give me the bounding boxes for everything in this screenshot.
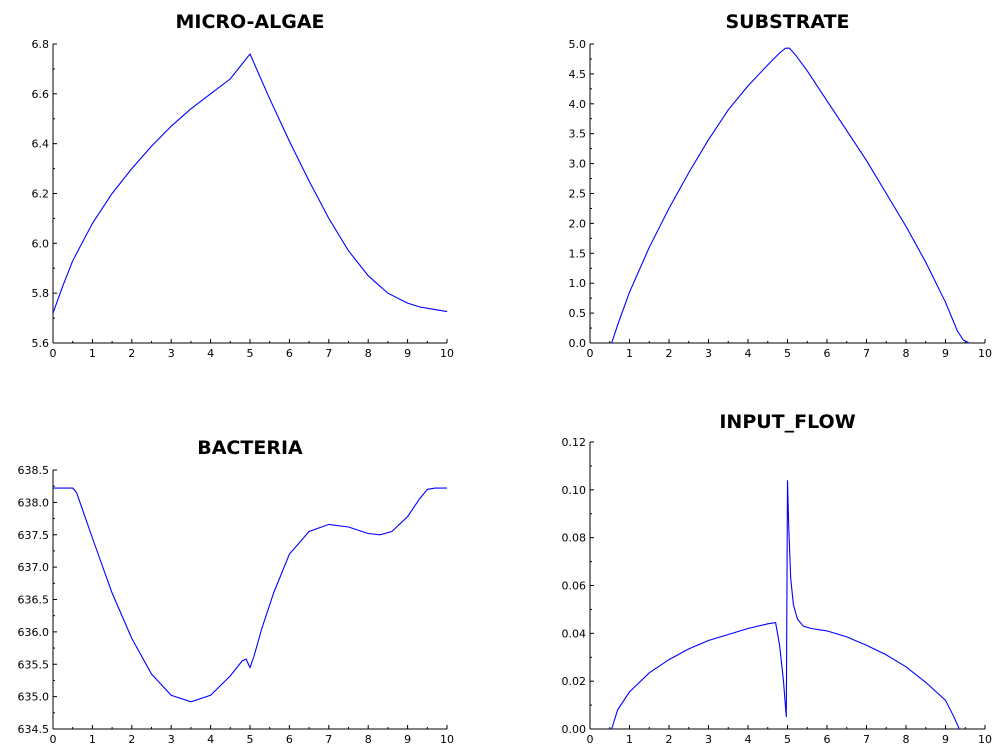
x-tick-label: 4: [745, 733, 752, 746]
y-tick-label: 5.8: [32, 287, 50, 300]
chart-substrate: SUBSTRATE 0 1 2 3 4 5 6 7 8 9 10 0.0 0.5 1.0 1.5 2.0 2.5 3…: [569, 11, 993, 360]
x-tick-label: 0: [587, 347, 594, 360]
y-tick-label: 5.6: [32, 337, 50, 350]
x-tick-label: 5: [247, 347, 254, 360]
y-tick-label: 636.5: [18, 594, 50, 607]
y-tick-label: 4.0: [569, 98, 587, 111]
y-tick-label: 3.5: [569, 128, 587, 141]
x-tick-label: 0: [587, 733, 594, 746]
y-tick-label: 636.0: [18, 626, 50, 639]
x-tick-label: 0: [50, 347, 57, 360]
x-tick-label: 6: [286, 733, 293, 746]
x-tick-label: 6: [286, 347, 293, 360]
x-tick-label: 7: [325, 347, 332, 360]
y-tick-label: 0.10: [562, 484, 587, 497]
y-tick-label: 6.2: [32, 188, 50, 201]
x-tick-label: 1: [89, 733, 96, 746]
series-line: [53, 487, 447, 703]
x-tick-label: 9: [942, 733, 949, 746]
x-tick-label: 3: [705, 733, 712, 746]
y-tick-label: 0.12: [562, 436, 587, 449]
series-line: [611, 47, 970, 344]
y-tick-label: 6.8: [32, 38, 50, 51]
x-tick-label: 10: [440, 347, 454, 360]
x-tick-label: 9: [404, 347, 411, 360]
x-tick-label: 1: [626, 733, 633, 746]
x-tick-label: 9: [404, 733, 411, 746]
x-tick-label: 6: [824, 347, 831, 360]
chart-title: BACTERIA: [197, 437, 303, 459]
y-tick-label: 3.0: [569, 158, 587, 171]
x-tick-label: 8: [365, 733, 372, 746]
x-tick-label: 7: [863, 347, 870, 360]
x-tick-label: 4: [207, 733, 214, 746]
x-tick-label: 3: [168, 733, 175, 746]
x-tick-label: 7: [863, 733, 870, 746]
x-tick-label: 8: [365, 347, 372, 360]
y-tick-label: 2.0: [569, 217, 587, 230]
x-tick-label: 2: [128, 733, 135, 746]
x-tick-label: 8: [903, 733, 910, 746]
chart-title: INPUT_FLOW: [719, 411, 855, 433]
x-tick-label: 2: [666, 733, 673, 746]
x-tick-label: 4: [745, 347, 752, 360]
y-tick-label: 0.00: [562, 723, 587, 736]
y-tick-label: 638.5: [18, 464, 50, 477]
x-tick-label: 6: [824, 733, 831, 746]
x-tick-label: 3: [705, 347, 712, 360]
y-tick-label: 0.02: [562, 675, 587, 688]
y-tick-label: 0.5: [569, 307, 587, 320]
x-tick-label: 10: [440, 733, 454, 746]
x-tick-label: 10: [978, 733, 992, 746]
y-tick-label: 5.0: [569, 38, 587, 51]
series-line: [611, 480, 960, 730]
y-tick-label: 0.06: [562, 580, 587, 593]
chart-micro-algae: MICRO-ALGAE 0 1 2 3 4 5 6 7 8 9 10 5.6 5.8 6.0 6.2 6.4 6.…: [32, 11, 455, 360]
x-tick-label: 9: [942, 347, 949, 360]
chart-title: MICRO-ALGAE: [175, 11, 324, 33]
x-tick-label: 1: [626, 347, 633, 360]
x-tick-label: 3: [168, 347, 175, 360]
y-tick-label: 638.0: [18, 496, 50, 509]
y-tick-label: 637.5: [18, 529, 50, 542]
y-tick-label: 1.5: [569, 247, 587, 260]
y-tick-label: 6.4: [32, 138, 50, 151]
y-tick-label: 2.5: [569, 188, 587, 201]
y-tick-label: 637.0: [18, 561, 50, 574]
x-tick-label: 2: [666, 347, 673, 360]
y-tick-label: 635.5: [18, 658, 50, 671]
x-tick-label: 1: [89, 347, 96, 360]
x-tick-label: 4: [207, 347, 214, 360]
y-tick-label: 6.6: [32, 88, 50, 101]
y-tick-label: 0.08: [562, 532, 587, 545]
x-tick-label: 0: [50, 733, 57, 746]
x-tick-label: 5: [784, 733, 791, 746]
x-tick-label: 2: [128, 347, 135, 360]
chart-bacteria: BACTERIA 0 1 2 3 4 5 6 7 8 9 10 634.5 635.0 635.5 636.0…: [18, 437, 455, 746]
x-tick-label: 10: [978, 347, 992, 360]
x-tick-label: 5: [247, 733, 254, 746]
y-tick-label: 0.04: [562, 627, 587, 640]
x-tick-label: 5: [784, 347, 791, 360]
chart-input-flow: INPUT_FLOW 0 1 2 3 4 5 6 7 8 9 10 0.00 0.02 0.04 0.06 0.…: [562, 411, 993, 746]
y-tick-label: 1.0: [569, 277, 587, 290]
series-line: [52, 52, 448, 314]
y-tick-label: 4.5: [569, 68, 587, 81]
y-tick-label: 635.0: [18, 691, 50, 704]
x-tick-label: 8: [903, 347, 910, 360]
x-tick-label: 7: [325, 733, 332, 746]
chart-title: SUBSTRATE: [725, 11, 849, 33]
y-tick-label: 6.0: [32, 237, 50, 250]
y-tick-label: 0.0: [569, 337, 587, 350]
y-tick-label: 634.5: [18, 723, 50, 736]
